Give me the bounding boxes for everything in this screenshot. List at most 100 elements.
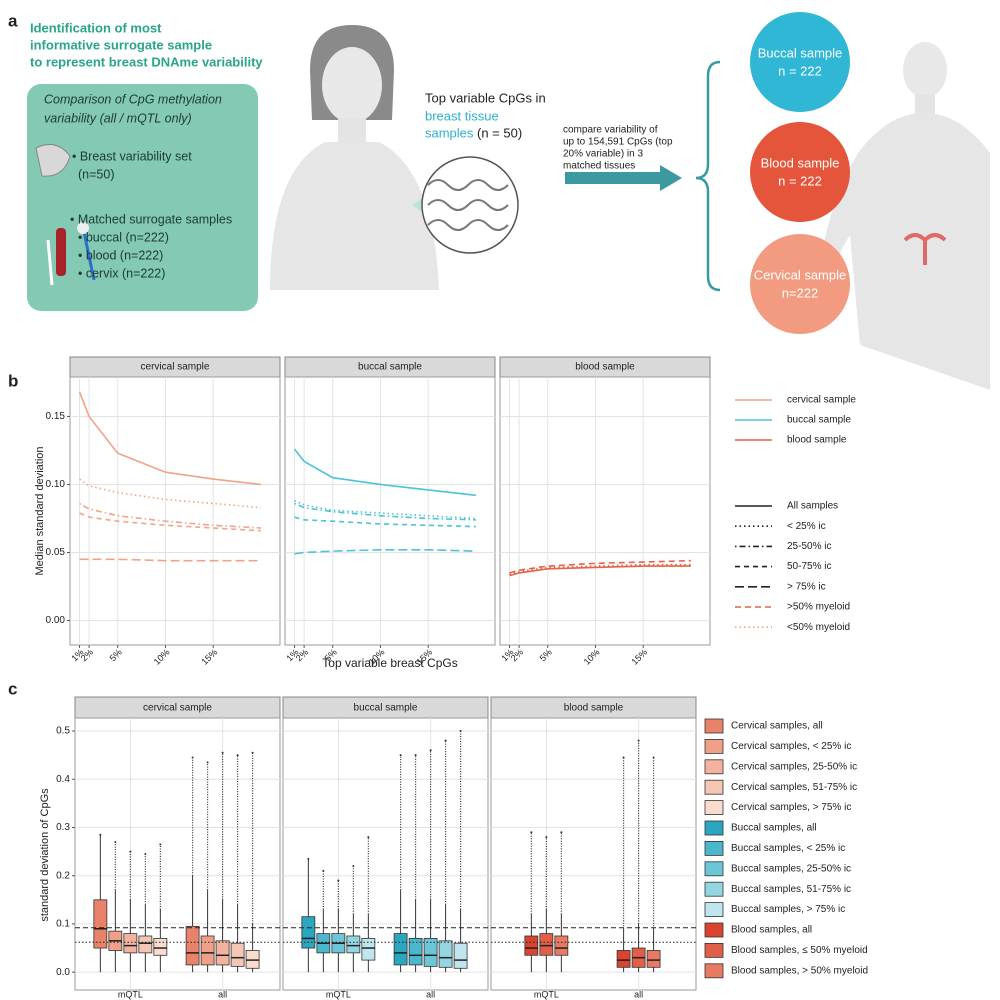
circle-n: n=222 <box>782 285 819 300</box>
box-title: variability (all / mQTL only) <box>44 111 192 125</box>
legend-label: 50-75% ic <box>787 561 831 572</box>
facet-title: buccal sample <box>354 703 418 714</box>
arrow-text: 20% variable) in 3 <box>563 149 643 160</box>
y-tick-label: 0.3 <box>56 822 70 833</box>
box <box>215 940 230 966</box>
panel-label: b <box>8 371 18 390</box>
box <box>423 937 438 967</box>
outlier-max <box>444 739 447 742</box>
info-box <box>27 84 258 311</box>
panel <box>74 717 281 991</box>
box <box>185 925 200 966</box>
box <box>453 942 468 969</box>
x-tick-label: mQTL <box>326 989 351 999</box>
outlier-max <box>129 850 132 853</box>
sample-circle <box>750 234 850 334</box>
panel <box>69 376 281 646</box>
item: • blood (n=222) <box>78 248 163 262</box>
series-line <box>294 502 476 521</box>
box <box>393 933 408 966</box>
box <box>230 942 245 967</box>
center-text: Top variable CpGs in <box>425 90 546 105</box>
legend-key <box>704 739 724 754</box>
box <box>346 935 361 954</box>
legend-key <box>704 963 724 979</box>
outlier-max <box>159 843 162 846</box>
legend-label: buccal sample <box>787 415 851 426</box>
circle-n: n = 222 <box>778 63 822 78</box>
legend-label: <50% myeloid <box>787 622 850 633</box>
outlier-max <box>251 751 254 754</box>
y-axis-title: Median standard deviation <box>34 446 46 575</box>
box <box>438 940 453 968</box>
brush-icon <box>82 231 96 281</box>
outlier-max <box>429 749 432 752</box>
sample-circle <box>750 12 850 112</box>
box <box>301 916 316 949</box>
circle-title: Buccal sample <box>758 45 843 60</box>
outlier-max <box>191 756 194 759</box>
x-tick-label: 2% <box>294 647 310 663</box>
series-line <box>294 548 476 555</box>
y-tick-label: 0.10 <box>46 479 66 490</box>
legend-label: Cervical samples, 25-50% ic <box>731 761 857 772</box>
circle-title: Blood sample <box>761 155 840 170</box>
legend-key <box>704 800 724 815</box>
x-axis-title: Top variable breast CpGs <box>322 656 457 670</box>
y-tick-label: 0.2 <box>56 870 70 881</box>
brace <box>695 60 721 292</box>
x-tick-label: all <box>634 989 643 999</box>
item: (n=50) <box>78 167 114 181</box>
outlier-max <box>459 730 462 733</box>
panel <box>284 376 496 646</box>
y-tick-label: 0.15 <box>46 411 66 422</box>
legend-key <box>704 718 724 734</box>
box <box>200 935 215 966</box>
breast-icon <box>35 143 71 177</box>
legend-label: Buccal samples, 51-75% ic <box>731 884 851 895</box>
tube-icon <box>56 228 66 276</box>
outlier-max <box>221 751 224 754</box>
outlier-max <box>144 853 147 855</box>
legend-key <box>704 922 724 938</box>
panel-label: c <box>8 679 17 698</box>
outlier-max <box>399 754 402 757</box>
legend-label: All samples <box>787 501 838 512</box>
series-line <box>509 565 691 577</box>
series-line <box>79 502 261 529</box>
y-tick-label: 0.4 <box>56 774 70 785</box>
outlier-max <box>637 739 640 742</box>
outlier-max <box>352 865 355 868</box>
item: • Matched surrogate samples <box>70 212 232 226</box>
box <box>646 950 661 968</box>
x-tick-label: mQTL <box>118 989 143 999</box>
series-line <box>78 391 261 486</box>
legend-label: Buccal samples, all <box>731 823 817 834</box>
box <box>408 937 423 966</box>
brush-head <box>77 222 89 234</box>
item: • Breast variability set <box>72 149 192 163</box>
outlier-max <box>652 756 655 759</box>
series-line <box>294 500 476 520</box>
series-line <box>79 478 261 509</box>
arrow-text: compare variability of <box>563 125 658 136</box>
legend-label: Cervical samples, all <box>731 721 823 732</box>
circle-title: Cervical sample <box>754 267 846 282</box>
circle-n: n = 222 <box>778 173 822 188</box>
center-text: samples <box>425 125 474 140</box>
heading: informative surrogate sample <box>30 37 212 52</box>
outlier-max <box>414 754 417 757</box>
arrow-text: matched tissues <box>563 161 635 172</box>
y-tick-label: 0.0 <box>56 967 70 978</box>
outlier-max <box>560 831 563 834</box>
legend-label: Buccal samples, > 75% ic <box>731 904 845 915</box>
outlier-max <box>337 879 340 882</box>
box <box>138 935 153 954</box>
legend-key <box>704 841 724 856</box>
box <box>123 933 138 954</box>
x-tick-label: 2% <box>79 647 95 663</box>
outlier-max <box>322 869 325 872</box>
legend-key <box>704 861 724 877</box>
y-tick-label: 0.05 <box>46 547 66 558</box>
box <box>153 937 168 956</box>
